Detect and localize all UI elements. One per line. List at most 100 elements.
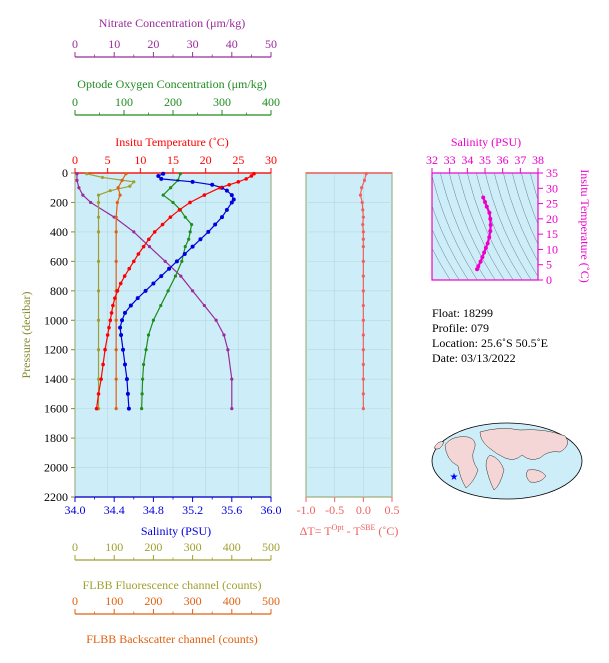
temperature-data-point — [122, 274, 127, 278]
ts-data-point — [488, 216, 493, 221]
float-location-star-icon: ★ — [450, 472, 459, 483]
temperature-data-point — [152, 230, 157, 234]
salinity-data-point — [156, 173, 161, 178]
backscatter-data-point — [120, 178, 124, 182]
density-contour-line — [530, 173, 538, 201]
fluorescence-tick-label: 100 — [105, 540, 123, 554]
oxygen-tick-label: 200 — [164, 95, 182, 109]
fluorescence-data-point — [96, 377, 101, 381]
density-contour-line — [476, 173, 523, 280]
pressure-tick-label: 1600 — [44, 402, 68, 416]
pressure-tick-label: 200 — [50, 195, 68, 209]
backscatter-tick-label: 200 — [144, 594, 162, 608]
ts-data-point — [480, 255, 485, 260]
temperature-data-point — [177, 208, 182, 212]
temperature-data-point — [109, 311, 114, 315]
backscatter-data-point — [124, 172, 128, 176]
delta-t-line — [359, 173, 367, 409]
oxygen-axis-title: Optode Oxygen Concentration (μm/kg) — [77, 77, 266, 91]
salinity-data-point — [161, 171, 166, 176]
delta-t-tick-label: -0.5 — [325, 503, 344, 517]
temperature-data-point — [147, 237, 151, 242]
ts-data-point — [481, 195, 486, 200]
delta-t-data-point — [358, 193, 363, 197]
backscatter-axis-title: FLBB Backscatter channel (counts) — [86, 632, 258, 646]
delta-t-data-point — [362, 178, 367, 182]
delta-t-data-point — [361, 392, 365, 396]
salinity-data-point — [125, 391, 130, 396]
pressure-tick-label: 1000 — [44, 313, 68, 327]
temperature-data-point — [111, 303, 115, 308]
salinity-data-point — [118, 325, 123, 330]
salinity-data-point — [220, 215, 224, 220]
temperature-axis-title: Insitu Temperature (˚C) — [115, 135, 229, 149]
salinity-data-point — [182, 252, 187, 256]
nitrate-data-point — [191, 289, 195, 293]
delta-t-axes: -1.0 -0.5 0.0 0.5 — [297, 172, 400, 517]
ts-salinity-tick-label: 34 — [461, 153, 473, 167]
temperature-data-point — [113, 296, 117, 300]
pressure-axis-title: Pressure (decibar) — [19, 292, 33, 379]
delta-t-axis-title: ΔT= TOpt - TSBE (˚C) — [300, 523, 399, 538]
delta-t-data-point — [361, 333, 365, 337]
backscatter-tick-label: 400 — [223, 594, 241, 608]
temperature-data-point — [127, 266, 132, 271]
oxygen-data-point — [159, 303, 163, 308]
delta-t-data-point — [364, 172, 368, 176]
ts-temperature-tick-label: 25 — [546, 197, 558, 211]
ts-salinity-tick-label: 36 — [497, 153, 509, 167]
delta-t-data-point — [361, 215, 365, 219]
nitrate-tick-label: 50 — [265, 37, 277, 51]
delta-t-tick-label: 0.5 — [385, 503, 400, 517]
temperature-data-point — [132, 259, 136, 264]
pressure-tick-label: 600 — [50, 254, 68, 268]
ts-temperature-tick-label: 35 — [546, 166, 558, 180]
density-contour-line — [458, 173, 505, 280]
oxygen-data-point — [140, 407, 144, 411]
ts-temperature-tick-label: 20 — [546, 212, 558, 226]
ts-temperature-tick-label: 15 — [546, 227, 558, 241]
oxygen-data-point — [168, 186, 173, 190]
oxygen-data-point — [187, 237, 191, 241]
nitrate-data-point — [132, 230, 136, 234]
ts-data-point — [483, 200, 487, 205]
fluorescence-tick-label: 400 — [223, 540, 241, 554]
temperature-data-point — [99, 377, 103, 381]
fluorescence-data-point — [85, 172, 89, 176]
salinity-data-point — [121, 347, 126, 352]
density-contour-line — [440, 173, 487, 280]
nitrate-data-point — [89, 200, 93, 205]
fluorescence-data-point — [96, 215, 101, 219]
fluorescence-tick-label: 500 — [262, 540, 280, 554]
oxygen-data-point — [183, 215, 187, 219]
salinity-tick-label: 34.0 — [65, 503, 86, 517]
float-id-text: Float: 18299 — [432, 306, 493, 320]
pressure-tick-label: 1200 — [44, 343, 68, 357]
backscatter-data-point — [116, 186, 120, 190]
nitrate-data-point — [81, 193, 85, 197]
salinity-data-point — [190, 244, 195, 249]
nitrate-data-point — [75, 178, 79, 182]
temperature-data-point — [141, 244, 146, 249]
delta-t-data-point — [360, 200, 364, 205]
pressure-tick-label: 2000 — [44, 461, 68, 475]
pressure-tick-label: 800 — [50, 284, 68, 298]
ts-data-point — [484, 204, 489, 209]
backscatter-data-point — [114, 230, 118, 234]
fluorescence-data-point — [96, 348, 101, 352]
ts-data-point — [488, 222, 493, 227]
oxygen-data-point — [142, 362, 146, 367]
oxygen-data-point — [188, 230, 192, 234]
salinity-data-point — [128, 303, 133, 308]
salinity-data-point — [124, 377, 129, 382]
nitrate-data-point — [230, 407, 234, 411]
salinity-data-point — [224, 188, 229, 193]
density-contour-line — [512, 173, 538, 245]
oxygen-data-point — [171, 200, 175, 205]
nitrate-data-point — [163, 259, 167, 263]
salinity-data-point — [198, 237, 203, 242]
oxygen-data-point — [166, 289, 170, 293]
nitrate-tick-label: 20 — [147, 37, 159, 51]
delta-t-data-point — [361, 348, 365, 352]
